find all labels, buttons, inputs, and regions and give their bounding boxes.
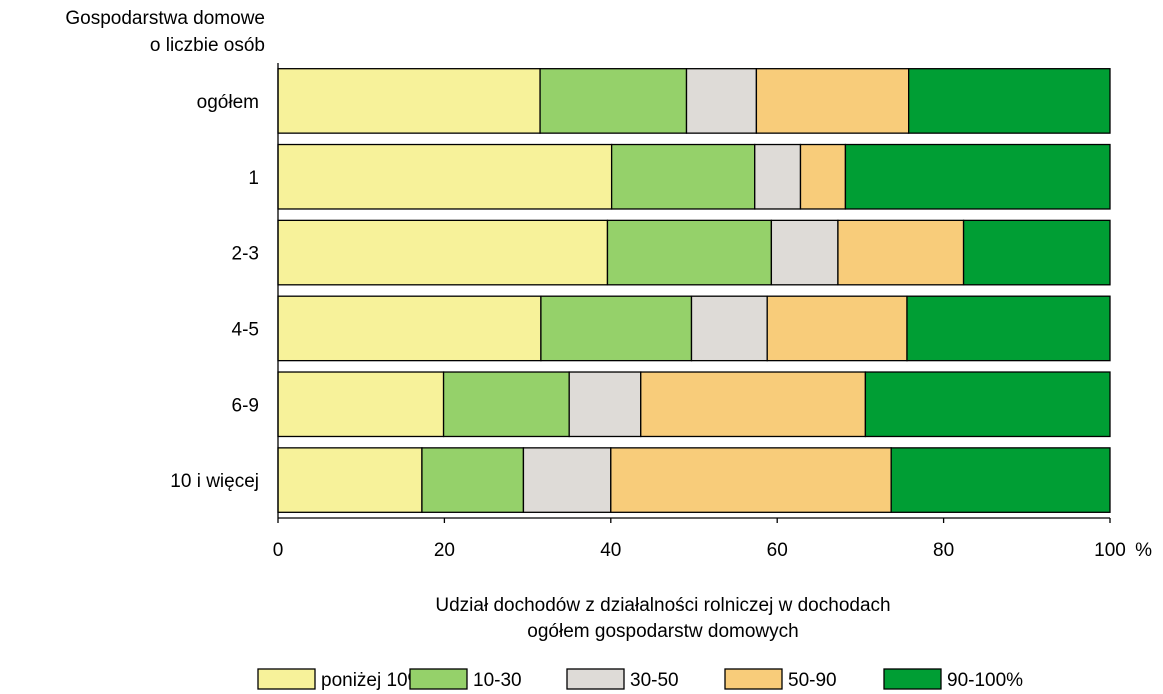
bar-segment-2-3 (754, 143, 802, 210)
x-tick-label: 60 (767, 540, 788, 561)
bar-segment-5-3 (568, 371, 642, 438)
x-tick-label: 20 (434, 540, 455, 561)
bar-segment-3-4 (837, 219, 965, 286)
x-tick-label: 0 (273, 540, 284, 561)
bar-segment-2-5 (844, 143, 1111, 210)
bar-segment-2-4 (799, 143, 847, 210)
bar-segment-3-1 (277, 219, 609, 286)
y-axis-title-line-1: Gospodarstwa domowe (65, 8, 265, 29)
legend-swatch-4 (724, 668, 783, 690)
x-tick-label: 40 (600, 540, 621, 561)
bar-segment-6-3 (522, 447, 612, 513)
bar-segment-6-4 (610, 447, 892, 513)
bar-segment-3-5 (962, 219, 1111, 286)
x-tick-label: 80 (933, 540, 954, 561)
bar-segment-5-4 (640, 371, 867, 438)
bar-segment-6-5 (890, 447, 1111, 513)
bar-segment-1-4 (755, 68, 910, 134)
legend-swatch-1 (257, 668, 316, 690)
bar-segment-1-3 (685, 68, 758, 134)
category-label: 1 (248, 168, 259, 189)
category-label: 4-5 (232, 319, 259, 340)
legend-swatch-5 (883, 668, 942, 690)
bars-layer (277, 63, 1111, 519)
bar-segment-4-2 (540, 295, 693, 362)
x-tick-label: 100 (1094, 540, 1126, 561)
bar-segment-3-2 (606, 219, 773, 286)
x-axis-unit: % (1135, 540, 1152, 561)
x-axis-title-line-2: ogółem gospodarstw domowych (527, 621, 798, 642)
bar-segment-4-3 (690, 295, 768, 362)
category-labels: ogółem 1 2-3 4-5 6-9 10 i więcej (170, 92, 259, 492)
category-label: 10 i więcej (170, 471, 259, 492)
bar-segment-3-3 (770, 219, 839, 286)
legend-label-5: 90-100% (947, 670, 1023, 691)
category-label: ogółem (197, 92, 259, 113)
category-label: 2-3 (232, 244, 259, 265)
bar-segment-4-4 (766, 295, 908, 362)
legend-label-4: 50-90 (788, 670, 837, 691)
bar-segment-6-1 (277, 447, 423, 513)
bar-segment-4-5 (906, 295, 1111, 362)
y-axis-title-line-2: o liczbie osób (150, 35, 265, 56)
legend-swatch-3 (566, 668, 625, 690)
legend-label-1: poniżej 10% (321, 670, 425, 691)
legend-label-3: 30-50 (630, 670, 679, 691)
bar-segment-5-1 (277, 371, 445, 438)
bar-segment-4-1 (277, 295, 542, 362)
bar-segment-6-2 (421, 447, 525, 513)
bar-segment-5-2 (442, 371, 570, 438)
bar-segment-1-1 (277, 68, 541, 134)
x-axis-ticks: 0 20 40 60 80 100 (273, 518, 1126, 561)
bar-segment-2-1 (277, 143, 613, 210)
legend-swatch-2 (409, 668, 468, 690)
category-label: 6-9 (232, 395, 259, 416)
legend: poniżej 10% 10-30 30-50 50-90 90-100% (257, 668, 1023, 691)
x-axis-title-line-1: Udział dochodów z działalności rolniczej… (435, 595, 890, 616)
bar-segment-1-5 (908, 68, 1111, 134)
bar-segment-1-2 (539, 68, 688, 134)
bar-segment-2-2 (610, 143, 756, 210)
legend-label-2: 10-30 (473, 670, 522, 691)
bar-segment-5-5 (864, 371, 1111, 438)
